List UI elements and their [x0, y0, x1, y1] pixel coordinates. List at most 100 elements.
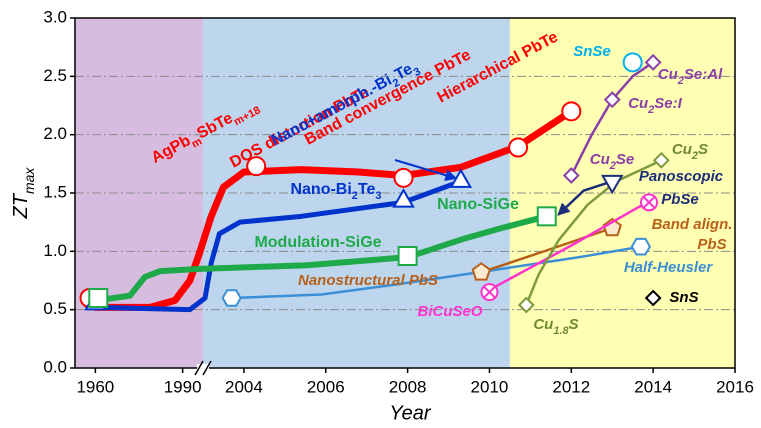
annotation-part: 2 — [691, 150, 698, 162]
annotation-part: Se:I — [654, 95, 682, 112]
axis-break-gap — [197, 364, 209, 372]
axes: 0.0 0.5 1.0 1.5 2.0 2.5 3.0 1960 1990 2004 2006 200… — [10, 7, 754, 396]
y-axis-label-part: ZT — [10, 192, 32, 219]
y-tick-label: 2.5 — [43, 66, 67, 85]
annotation-part: PbS — [697, 236, 726, 253]
marker — [392, 188, 415, 208]
y-tick-label: 1.0 — [43, 241, 67, 260]
marker — [471, 262, 492, 281]
marker — [562, 167, 580, 184]
annotation-part: Cu — [672, 141, 692, 158]
y-axis-label: ZTmax — [10, 167, 36, 220]
annotation-part: 3 — [412, 66, 423, 79]
annotation-part: 2 — [609, 160, 616, 172]
annotation: Modulation-SiGe — [254, 234, 381, 251]
x-tick-label: 2004 — [225, 377, 263, 396]
annotation-part: Nano-SiGe — [437, 196, 519, 213]
marker — [602, 217, 622, 237]
axis-break-mark — [194, 360, 204, 376]
x-axis-label: Year — [389, 402, 431, 424]
annotation-part: BiCuSeO — [417, 303, 482, 320]
plot-frame — [74, 17, 736, 369]
marker — [603, 91, 621, 109]
marker-cross — [642, 196, 656, 209]
series-line — [94, 213, 550, 304]
y-tick-label: 0.0 — [43, 357, 67, 376]
x-tick-label: 2012 — [552, 377, 590, 396]
marker — [393, 167, 414, 188]
marker — [517, 296, 535, 314]
marker — [644, 289, 662, 307]
marker — [644, 53, 662, 71]
annotation: PbSe — [661, 191, 699, 208]
background-region — [203, 18, 510, 368]
annotation-part: SnS — [669, 289, 698, 306]
x-tick-label: 2006 — [307, 377, 345, 396]
annotation: Nanostructural PbS — [298, 272, 438, 289]
annotation: Nano-SiGe — [437, 196, 519, 213]
marker — [397, 246, 418, 266]
annotation-part: S — [698, 141, 708, 158]
annotation-part: 1.8 — [553, 325, 569, 337]
series-line — [92, 178, 464, 313]
annotation: SnSe — [573, 43, 611, 60]
annotation: BiCuSeO — [417, 303, 482, 320]
annotation-part: 2 — [677, 75, 684, 87]
marks — [79, 52, 670, 314]
annotation: Half-Heusler — [624, 259, 714, 276]
annotation: Cu2Se — [590, 151, 634, 172]
annotation: Cu2Se:I — [628, 95, 682, 116]
marker — [652, 151, 670, 169]
x-tick-label: 1960 — [76, 377, 114, 396]
y-tick-label: 2.0 — [43, 124, 67, 143]
series-line — [488, 199, 651, 292]
annotation-part: Band align. — [652, 216, 733, 233]
annotation-part: Cu — [658, 66, 678, 83]
annotation-part: Cu — [628, 95, 648, 112]
y-tick-label: 1.5 — [43, 182, 67, 201]
annotation-part: PbSe — [661, 191, 699, 208]
marker — [221, 289, 242, 307]
x-tick-label: 2014 — [634, 377, 672, 396]
marker — [508, 137, 529, 158]
annotation-part: 2 — [352, 190, 358, 202]
annotation-part: 2 — [391, 77, 402, 90]
marker-cross — [483, 285, 496, 299]
marker — [88, 288, 109, 308]
y-axis-label-part: max — [21, 167, 37, 194]
annotation: SnS — [669, 289, 698, 306]
annotation: Cu1.8S — [533, 316, 578, 337]
x-tick-label: 1990 — [164, 377, 202, 396]
series-line — [91, 107, 575, 311]
annotation-part: Se — [616, 151, 634, 168]
annotation-part: Te — [358, 181, 376, 198]
marker — [246, 156, 267, 177]
annotation-arrow — [394, 159, 458, 181]
annotation-part: Nano-Bi — [290, 181, 351, 198]
annotation-part: SnSe — [573, 43, 611, 60]
annotation-part: 3 — [375, 190, 381, 202]
series-line — [230, 245, 643, 300]
annotation: Cu2Se:Al — [658, 66, 723, 87]
series-line — [525, 159, 663, 307]
annotation-part: S — [569, 316, 579, 333]
y-tick-label: 0.5 — [43, 299, 67, 318]
marker — [630, 237, 652, 256]
marker — [600, 174, 624, 195]
annotation-part: Cu — [590, 151, 610, 168]
annotation-part: Nanostructural PbS — [298, 272, 438, 289]
marker — [622, 52, 643, 73]
x-tick-label: 2010 — [471, 377, 509, 396]
annotation: Nano-Bi2Te3 — [290, 181, 381, 202]
annotation-part: Te — [392, 61, 416, 84]
annotation-part: Modulation-SiGe — [254, 234, 381, 251]
annotation: Panoscopic — [639, 168, 724, 185]
annotation-part: Se:Al — [684, 66, 723, 83]
y-tick-label: 3.0 — [43, 7, 67, 26]
annotation-part: Panoscopic — [639, 168, 724, 185]
annotation-part: 2 — [647, 104, 654, 116]
marker — [561, 101, 582, 122]
x-tick-label: 2008 — [389, 377, 427, 396]
annotation: Band align. — [652, 216, 733, 233]
